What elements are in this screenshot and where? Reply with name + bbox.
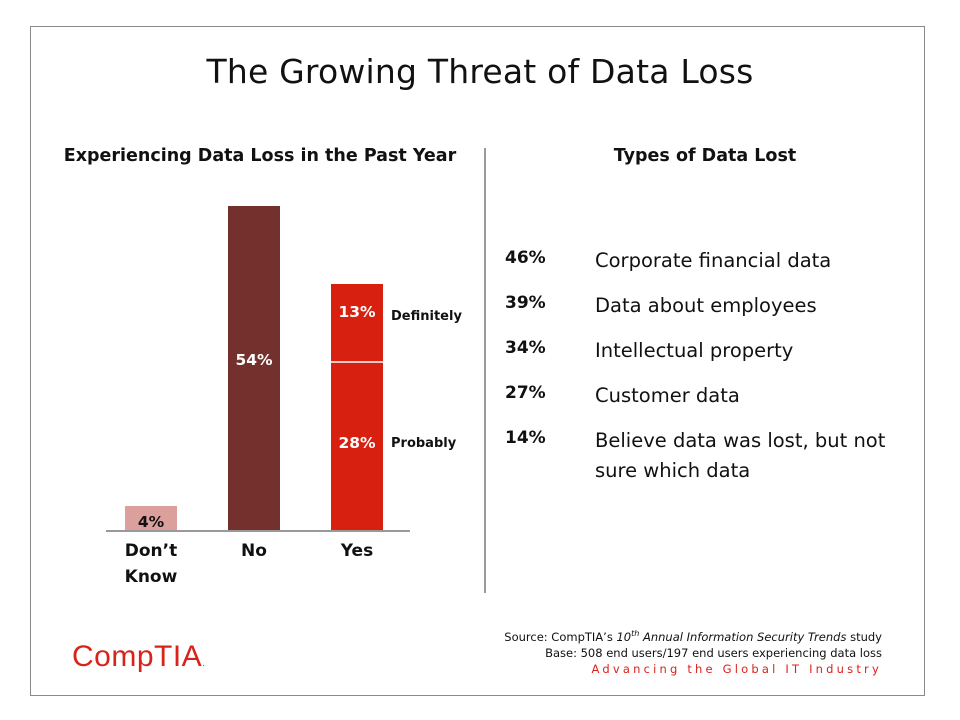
legend-definitely: Definitely bbox=[391, 309, 462, 324]
logo-text: CompTIA bbox=[72, 640, 203, 673]
bar-label-yes-probably: 28% bbox=[338, 434, 376, 452]
type-percent: 34% bbox=[505, 338, 546, 358]
type-percent: 14% bbox=[505, 428, 546, 448]
types-title: Types of Data Lost bbox=[613, 146, 797, 166]
logo-mark: . bbox=[202, 658, 206, 669]
list-item: 46% Corporate financial data bbox=[505, 246, 905, 278]
list-item: 27% Customer data bbox=[505, 381, 905, 413]
list-item: 39% Data about employees bbox=[505, 291, 905, 323]
bar-dont-know bbox=[125, 506, 177, 530]
chart-title: Experiencing Data Loss in the Past Year bbox=[63, 146, 457, 166]
slide-frame bbox=[30, 26, 925, 696]
bar-yes-definitely bbox=[331, 284, 383, 362]
slide-title: The Growing Threat of Data Loss bbox=[206, 52, 754, 91]
category-label-dont-know-line2: Know bbox=[125, 567, 178, 587]
source-suffix: study bbox=[846, 629, 882, 644]
list-item: 14% Believe data was lost, but not sure … bbox=[505, 426, 905, 486]
types-list: 46% Corporate financial data 39% Data ab… bbox=[505, 246, 905, 499]
source-ordinal: 10 bbox=[616, 629, 632, 644]
base-line: Base: 508 end users/197 end users experi… bbox=[545, 645, 882, 660]
type-label: Believe data was lost, but not sure whic… bbox=[595, 429, 886, 482]
type-label: Data about employees bbox=[595, 294, 817, 317]
category-label-no: No bbox=[241, 541, 267, 561]
category-label-yes: Yes bbox=[340, 541, 373, 561]
bar-label-yes-definitely: 13% bbox=[338, 303, 376, 321]
type-label: Customer data bbox=[595, 384, 740, 407]
bar-chart: 4% 54% 13% 28% Definitely Probably Don’t… bbox=[106, 206, 462, 587]
bars-group bbox=[125, 206, 383, 530]
bar-no bbox=[228, 206, 280, 530]
type-percent: 39% bbox=[505, 293, 546, 313]
source-note: Source: CompTIA’s 10th Annual Informatio… bbox=[504, 626, 882, 661]
bar-label-no: 54% bbox=[235, 351, 273, 369]
type-label: Intellectual property bbox=[595, 339, 794, 362]
list-item: 34% Intellectual property bbox=[505, 336, 905, 368]
bar-label-dont-know: 4% bbox=[138, 513, 165, 531]
type-percent: 27% bbox=[505, 383, 546, 403]
tagline: Advancing the Global IT Industry bbox=[591, 662, 882, 676]
type-percent: 46% bbox=[505, 248, 546, 268]
bar-yes-probably bbox=[331, 362, 383, 530]
legend-probably: Probably bbox=[391, 436, 457, 451]
type-label: Corporate financial data bbox=[595, 249, 832, 272]
comptia-logo: CompTIA. bbox=[72, 640, 205, 674]
category-label-dont-know-line1: Don’t bbox=[125, 541, 177, 561]
source-line: Source: CompTIA’s 10th Annual Informatio… bbox=[504, 626, 882, 645]
source-prefix: Source: CompTIA’s bbox=[504, 629, 617, 644]
section-divider bbox=[484, 148, 486, 593]
source-ordinal-suffix: th bbox=[631, 629, 640, 638]
source-study: Annual Information Security Trends bbox=[639, 629, 847, 644]
